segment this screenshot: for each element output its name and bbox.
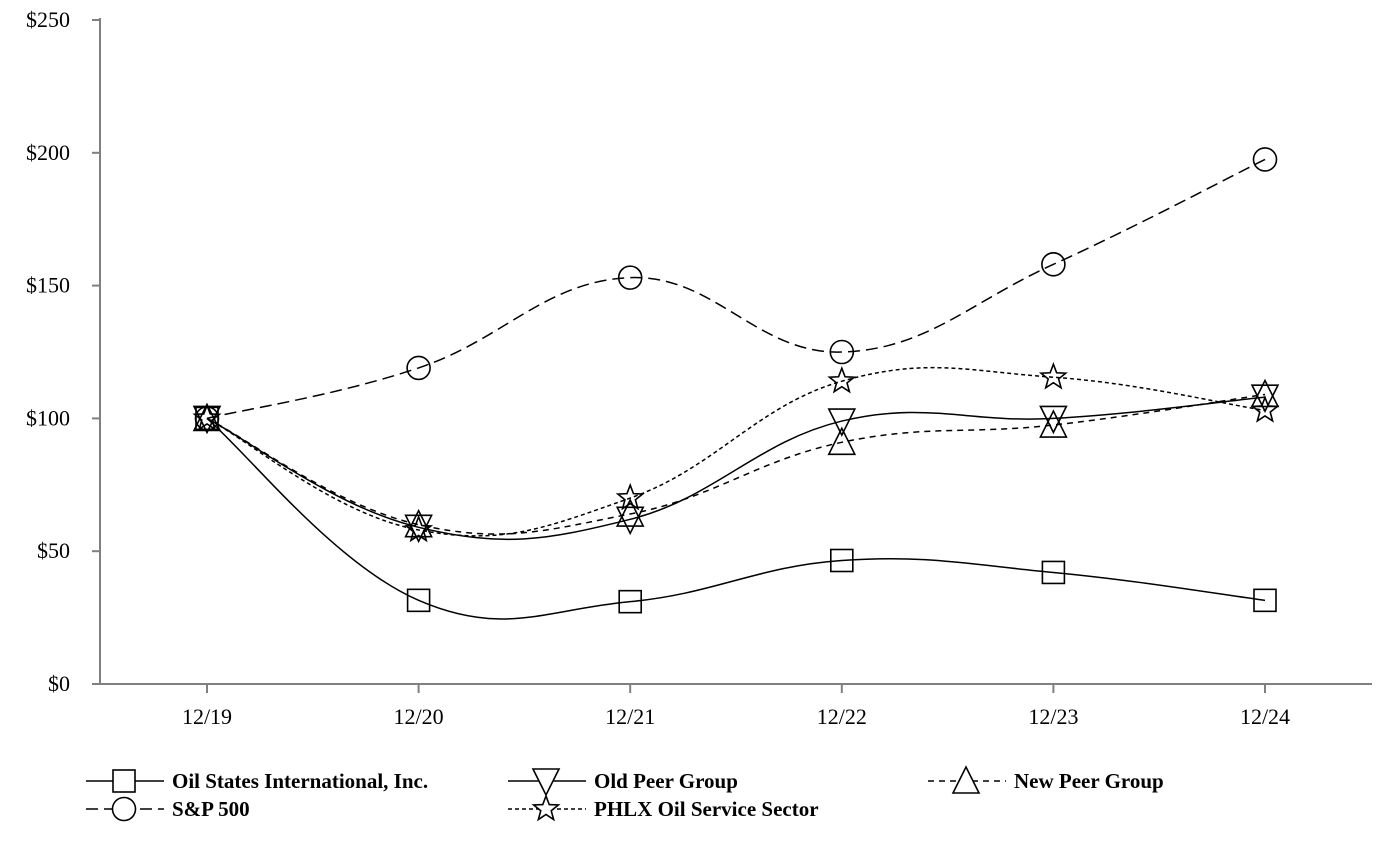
data-point-square (1253, 588, 1277, 613)
series-line-0 (206, 417, 1266, 620)
legend-label: S&P 500 (172, 797, 250, 821)
axes: $0 $50 $100 $150 $200 $250 12/19 12/20 12/21 12/2… (26, 7, 1372, 729)
legend-item: Oil States International, Inc. (86, 769, 428, 793)
data-point-circle (1041, 252, 1066, 277)
legend-item: S&P 500 (86, 796, 250, 822)
data-point-square (829, 548, 854, 573)
series-lines (206, 158, 1266, 620)
series-line-4 (206, 366, 1266, 537)
data-point-star (615, 482, 645, 511)
data-point-triangle-up (827, 426, 857, 456)
y-tick-label: $150 (26, 273, 70, 298)
data-point-star (192, 403, 222, 431)
series-line-3 (206, 158, 1266, 420)
data-point-triangle-down (827, 408, 857, 437)
legend-item: Old Peer Group (508, 768, 738, 797)
data-point-star (1038, 361, 1068, 390)
x-tick-label: 12/22 (817, 704, 867, 729)
legend-marker-square (112, 769, 136, 793)
legend-label: Oil States International, Inc. (172, 769, 428, 793)
x-tick-label: 12/24 (1240, 704, 1290, 729)
data-point-square (1041, 560, 1066, 585)
y-tick-label: $200 (26, 140, 70, 165)
legend-marker-circle (111, 796, 137, 822)
x-tick-label: 12/23 (1028, 704, 1078, 729)
series-markers (192, 147, 1280, 614)
data-point-triangle-up (404, 508, 433, 538)
legend-label: PHLX Oil Service Sector (594, 797, 819, 821)
data-point-triangle-up (1039, 409, 1068, 438)
y-tick-label: $100 (26, 405, 70, 430)
data-point-star (827, 365, 857, 394)
data-point-triangle-down (1250, 384, 1280, 413)
data-point-square (618, 589, 643, 614)
series-line-2 (206, 393, 1266, 535)
series-line-1 (206, 396, 1266, 541)
y-tick-label: $0 (48, 671, 70, 696)
x-tick-label: 12/21 (605, 704, 655, 729)
legend-item: PHLX Oil Service Sector (508, 793, 819, 822)
data-point-circle (406, 355, 431, 381)
legend-marker-triangle-down (531, 768, 561, 797)
legend: Oil States International, Inc. Old Peer G… (86, 765, 1164, 822)
data-point-triangle-down (615, 506, 645, 536)
data-point-circle (829, 339, 855, 365)
x-tick-label: 12/19 (182, 704, 232, 729)
data-point-star (1250, 395, 1280, 423)
y-tick-label: $50 (37, 538, 70, 563)
data-point-star (404, 514, 434, 543)
legend-label: New Peer Group (1014, 769, 1164, 793)
data-point-triangle-down (1039, 405, 1068, 435)
legend-label: Old Peer Group (594, 769, 738, 793)
data-point-circle (1252, 147, 1278, 172)
legend-marker-star (531, 793, 561, 822)
legend-item: New Peer Group (928, 765, 1164, 794)
data-point-circle (617, 265, 643, 290)
data-point-square (406, 588, 431, 613)
legend-marker-triangle-up (951, 765, 981, 794)
data-point-triangle-up (1250, 378, 1280, 408)
x-tick-label: 12/20 (394, 704, 444, 729)
data-point-triangle-up (615, 498, 645, 527)
y-tick-label: $250 (26, 7, 70, 32)
